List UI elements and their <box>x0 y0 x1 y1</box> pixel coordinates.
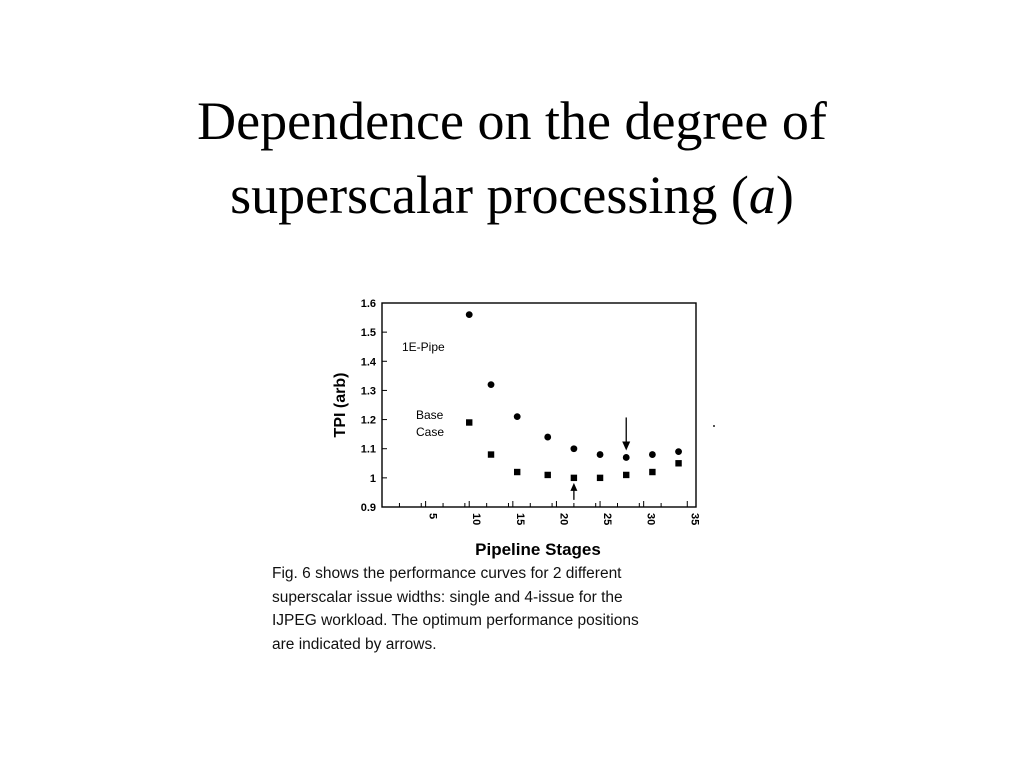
y-tick-label: 0.9 <box>361 502 376 514</box>
data-point-1e-pipe <box>465 311 473 319</box>
x-tick-label: 35 <box>688 513 700 525</box>
y-tick-label: 1.6 <box>361 298 376 310</box>
y-tick-label: 1.1 <box>361 444 376 456</box>
data-marks <box>465 311 682 500</box>
caption-line: superscalar issue widths: single and 4-i… <box>272 588 623 606</box>
data-point-base-case <box>487 451 495 458</box>
optimum-arrow-head <box>622 441 631 451</box>
legend-label-base: Base Case <box>416 408 447 439</box>
data-point-base-case <box>623 471 630 479</box>
x-tick-label: 25 <box>601 513 613 525</box>
optimum-arrow-head <box>570 482 578 491</box>
data-point-base-case <box>649 468 656 476</box>
plot-frame <box>381 302 697 508</box>
data-point-base-case <box>596 474 604 482</box>
data-point-base-case <box>544 471 551 479</box>
y-tick-label: 1.5 <box>361 327 376 339</box>
data-point-1e-pipe <box>570 445 578 453</box>
data-point-1e-pipe <box>675 448 682 456</box>
title-line-2-suffix: ) <box>775 165 794 225</box>
y-tick-label: 1.4 <box>361 356 377 368</box>
data-point-1e-pipe <box>596 451 604 458</box>
x-tick-label: 30 <box>645 513 657 525</box>
figure-caption: Fig. 6 shows the performance curves for … <box>272 562 772 656</box>
x-tick-label: 10 <box>470 513 482 525</box>
slide-title: Dependence on the degree of superscalar … <box>0 84 1024 232</box>
y-tick-label: 1 <box>370 473 376 485</box>
x-tick-label: 15 <box>514 513 526 525</box>
x-axis-label: Pipeline Stages <box>475 540 601 559</box>
stray-dot <box>713 425 715 427</box>
x-tick-label: 5 <box>427 513 439 519</box>
x-tick-label: 20 <box>557 513 569 525</box>
caption-line: IJPEG workload. The optimum performance … <box>272 612 639 630</box>
data-point-1e-pipe <box>622 454 630 461</box>
title-line-1: Dependence on the degree of <box>197 91 827 151</box>
caption-line: Fig. 6 shows the performance curves for … <box>272 565 622 582</box>
data-point-1e-pipe <box>544 433 552 441</box>
data-point-base-case <box>513 468 521 476</box>
data-point-1e-pipe <box>487 381 495 388</box>
title-line-2-prefix: superscalar processing ( <box>230 165 749 225</box>
caption-line: are indicated by arrows. <box>272 635 437 653</box>
data-point-base-case <box>466 419 473 426</box>
y-axis-ticks: 0.9 1 1.1 1.2 1.3 1.4 1.5 1.6 <box>361 298 387 514</box>
y-axis-label: TPI (arb) <box>332 373 349 438</box>
data-point-1e-pipe <box>513 413 521 421</box>
tpi-scatter-chart: 0.9 1 1.1 1.2 1.3 1.4 1.5 1.6 5 10 15 20 25 30 35 TPI… <box>332 298 700 559</box>
data-point-1e-pipe <box>648 451 656 458</box>
legend-label-1e-pipe: 1E-Pipe <box>402 340 445 354</box>
y-tick-label: 1.2 <box>361 415 376 427</box>
y-tick-label: 1.3 <box>361 385 376 397</box>
x-axis-ticks: 5 10 15 20 25 30 35 <box>398 501 700 525</box>
title-variable: a <box>748 165 776 225</box>
data-point-base-case <box>675 460 682 467</box>
data-point-base-case <box>570 474 578 482</box>
